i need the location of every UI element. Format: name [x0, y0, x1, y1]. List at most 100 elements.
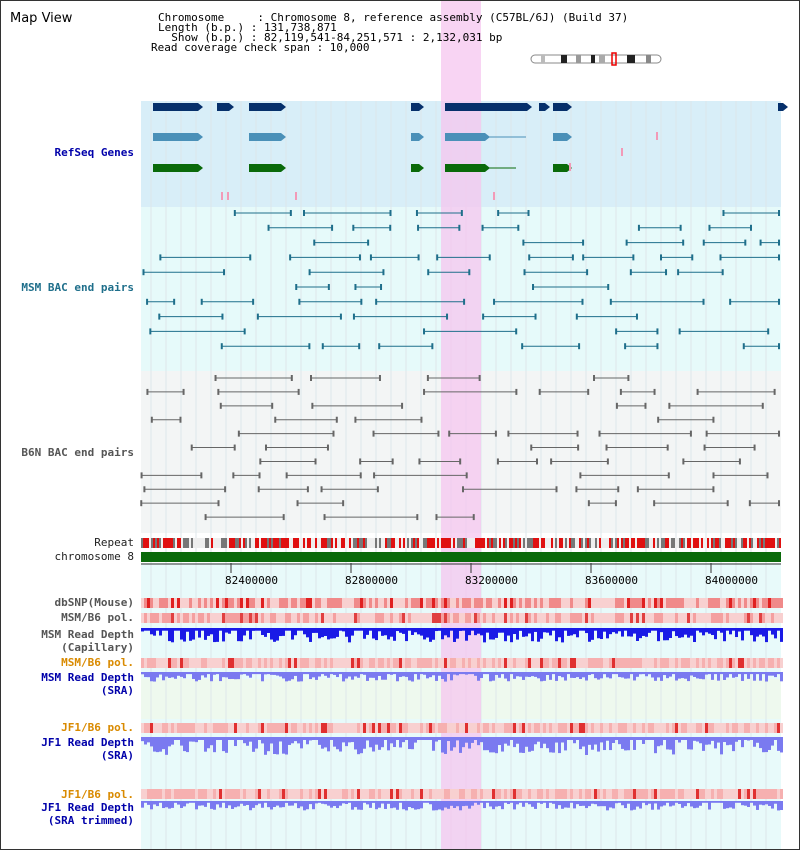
depth-bar [525, 737, 528, 747]
heat-mark [321, 598, 324, 608]
depth-bar [645, 672, 648, 677]
heat-mark [555, 723, 558, 733]
heat-mark [597, 789, 600, 799]
depth-bar [747, 628, 750, 631]
depth-bar [771, 672, 774, 676]
heat-mark [396, 613, 399, 623]
heat-mark [501, 613, 504, 623]
depth-bar [744, 628, 747, 631]
heat-mark [396, 723, 399, 733]
heat-mark [369, 598, 372, 608]
heat-mark [684, 598, 687, 608]
repeat-mark [691, 538, 693, 548]
gene-arrow [419, 103, 424, 111]
heat-mark [678, 789, 681, 799]
depth-bar [510, 801, 513, 803]
depth-bar [456, 737, 459, 741]
heat-mark [309, 598, 312, 608]
depth-bar [456, 672, 459, 676]
depth-bar [588, 801, 591, 807]
depth-bar [300, 628, 303, 631]
repeat-mark [419, 538, 421, 548]
bac-end [320, 486, 323, 493]
depth-bar [300, 801, 303, 807]
bac-end [158, 313, 161, 320]
depth-bar [225, 737, 228, 753]
heat-mark [246, 789, 249, 799]
heat-mark [492, 723, 495, 733]
depth-bar [231, 737, 234, 740]
repeat-mark [153, 538, 155, 548]
heat-mark [780, 658, 783, 668]
depth-bar [309, 801, 312, 805]
depth-bar [189, 628, 192, 641]
depth-bar [336, 801, 339, 809]
heat-mark [582, 613, 585, 623]
repeat-mark [583, 538, 585, 548]
heat-mark [480, 789, 483, 799]
heat-mark [612, 789, 615, 799]
heat-mark [198, 789, 201, 799]
heat-mark [189, 658, 192, 668]
heat-mark [699, 613, 702, 623]
heat-mark [225, 613, 228, 623]
heat-mark [408, 789, 411, 799]
repeat-mark [185, 538, 187, 548]
heat-mark [672, 613, 675, 623]
heat-mark [768, 723, 771, 733]
depth-bar [519, 628, 522, 631]
depth-bar [390, 672, 393, 675]
heat-mark [735, 613, 738, 623]
depth-bar [348, 628, 351, 643]
bac-end [637, 224, 640, 231]
depth-bar [564, 672, 567, 681]
heat-mark [696, 789, 699, 799]
depth-bar [771, 801, 774, 809]
depth-bar [282, 672, 285, 679]
bac-end [656, 343, 659, 350]
depth-bar [156, 737, 159, 753]
heat-mark [528, 598, 531, 608]
depth-bar [498, 628, 501, 633]
depth-bar [279, 628, 282, 637]
heat-mark [639, 613, 642, 623]
depth-bar [672, 628, 675, 632]
heat-mark [642, 598, 645, 608]
heat-mark [354, 658, 357, 668]
repeat-mark [293, 538, 295, 548]
bac-end [373, 472, 376, 479]
depth-bar [324, 801, 327, 805]
heat-mark [225, 789, 228, 799]
bac-end [482, 313, 485, 320]
heat-mark [609, 723, 612, 733]
depth-bar [666, 628, 669, 641]
depth-bar [555, 628, 558, 642]
heat-mark [486, 613, 489, 623]
heat-mark [513, 789, 516, 799]
bac-end [712, 472, 715, 479]
axis-tick-label: 82400000 [225, 574, 278, 587]
heat-mark [687, 723, 690, 733]
heat-mark [162, 598, 165, 608]
heat-mark [525, 613, 528, 623]
depth-bar [414, 801, 417, 810]
depth-bar [312, 628, 315, 633]
depth-bar [408, 737, 411, 750]
gene-block [153, 164, 198, 172]
depth-bar [255, 801, 258, 806]
heat-mark [180, 723, 183, 733]
heat-mark [309, 723, 312, 733]
heat-mark [186, 723, 189, 733]
depth-bar [522, 672, 525, 680]
bac-end [653, 500, 656, 507]
repeat-mark [189, 538, 191, 548]
heat-mark [657, 658, 660, 668]
label-msm-b6-pol: MSM/B6 pol. [61, 611, 134, 624]
heat-mark [378, 598, 381, 608]
label-dbsnp: dbSNP(Mouse) [54, 596, 134, 609]
heat-mark [669, 789, 672, 799]
bac-end [382, 269, 385, 276]
repeat-mark [577, 538, 579, 548]
heat-mark [612, 723, 615, 733]
repeat-mark [157, 538, 159, 548]
